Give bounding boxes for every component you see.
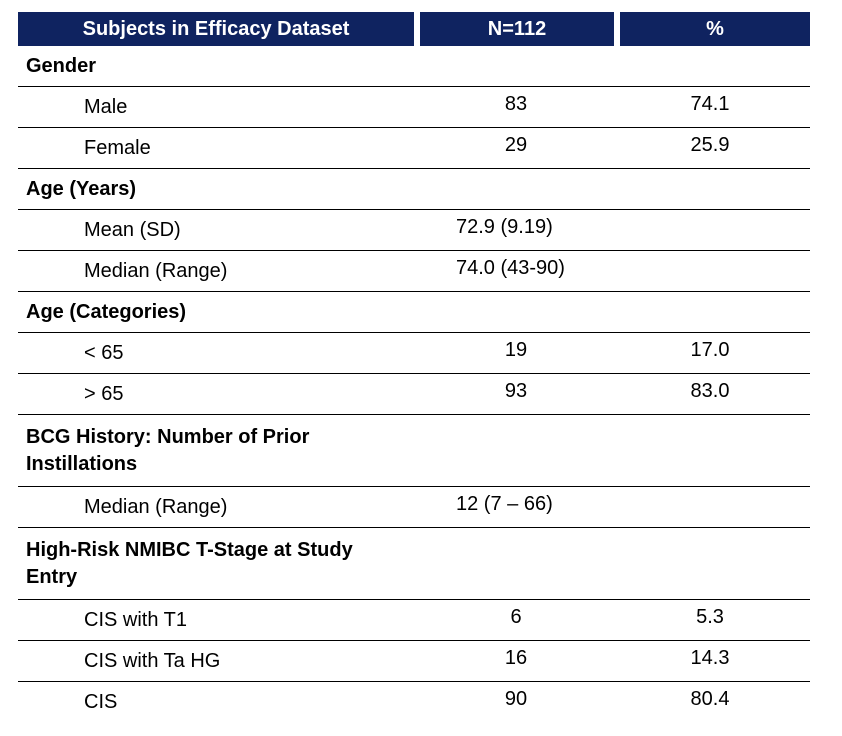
- row-percent: 74.1: [690, 92, 730, 115]
- row-label: Male: [84, 95, 128, 118]
- row-label: CIS: [84, 691, 118, 713]
- row-label: Female: [84, 136, 151, 159]
- row-n: 93: [504, 379, 528, 402]
- row-percent: 80.4: [690, 688, 730, 710]
- row-percent: 83.0: [690, 379, 730, 402]
- section-label: High-Risk NMIBC T-Stage at Study Entry: [26, 538, 353, 588]
- header-n: N=112: [420, 12, 614, 46]
- row-label: Mean (SD): [84, 218, 181, 241]
- table-row: Female 29 25.9: [18, 128, 810, 169]
- row-n: 16: [504, 646, 528, 669]
- row-label: Median (Range): [84, 495, 228, 518]
- table-row: CIS with Ta HG 16 14.3: [18, 641, 810, 682]
- table-row: > 65 93 83.0: [18, 374, 810, 415]
- row-n: 19: [504, 338, 528, 361]
- section-row: High-Risk NMIBC T-Stage at Study Entry: [18, 528, 810, 600]
- row-n: 12 (7 – 66): [456, 492, 553, 515]
- row-n: 74.0 (43-90): [456, 256, 565, 279]
- table-row: Median (Range) 74.0 (43-90): [18, 251, 810, 292]
- row-label: < 65: [84, 341, 124, 364]
- table-row: Male 83 74.1: [18, 87, 810, 128]
- row-label: Median (Range): [84, 259, 228, 282]
- row-percent: 5.3: [696, 605, 724, 628]
- section-label: BCG History: Number of Prior Instillatio…: [26, 425, 310, 475]
- header-subjects: Subjects in Efficacy Dataset: [18, 12, 414, 46]
- row-n: 72.9 (9.19): [456, 215, 553, 238]
- section-row: Age (Years): [18, 169, 810, 210]
- row-percent: 25.9: [690, 133, 730, 156]
- row-percent: 17.0: [690, 338, 730, 361]
- row-label: CIS with Ta HG: [84, 649, 221, 672]
- row-n: 83: [504, 92, 528, 115]
- demographics-table: Subjects in Efficacy Dataset N=112 % Gen…: [18, 12, 810, 723]
- row-percent: 14.3: [690, 646, 730, 669]
- section-row: BCG History: Number of Prior Instillatio…: [18, 415, 810, 487]
- row-n: 29: [504, 133, 528, 156]
- section-label: Age (Categories): [26, 300, 187, 323]
- row-label: > 65: [84, 382, 124, 405]
- table-row: < 65 19 17.0: [18, 333, 810, 374]
- table-header: Subjects in Efficacy Dataset N=112 %: [18, 12, 810, 46]
- header-percent: %: [620, 12, 810, 46]
- section-row: Age (Categories): [18, 292, 810, 333]
- row-n: 6: [510, 605, 522, 628]
- table-row: Mean (SD) 72.9 (9.19): [18, 210, 810, 251]
- table-row: CIS with T1 6 5.3: [18, 600, 810, 641]
- row-n: 90: [504, 688, 528, 710]
- row-label: CIS with T1: [84, 608, 187, 631]
- section-label: Age (Years): [26, 177, 137, 200]
- section-row: Gender: [18, 46, 810, 87]
- table-row: CIS 90 80.4: [18, 682, 810, 723]
- table-row: Median (Range) 12 (7 – 66): [18, 487, 810, 528]
- section-label: Gender: [26, 54, 97, 77]
